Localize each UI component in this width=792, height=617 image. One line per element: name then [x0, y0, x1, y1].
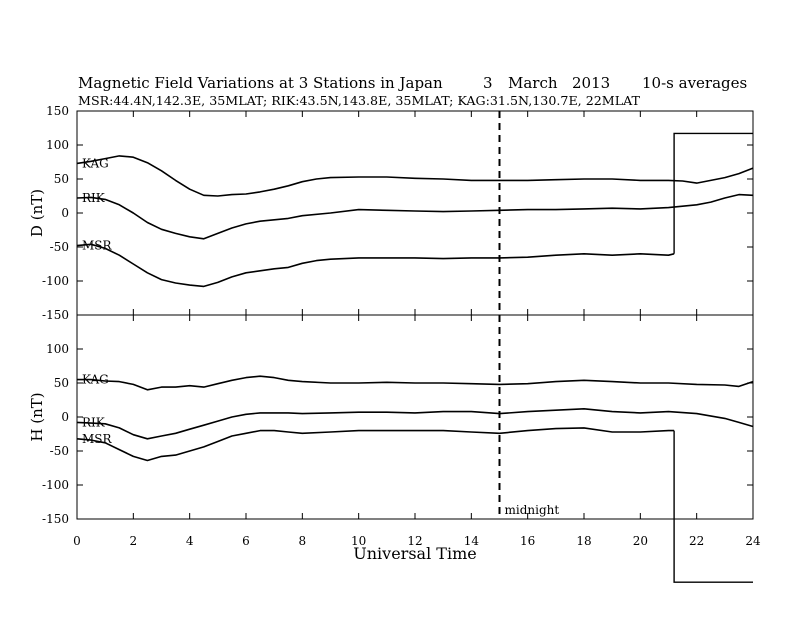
x-tick-label: 4: [186, 534, 194, 548]
y-tick-label: 100: [46, 342, 69, 356]
y-axis-label: D (nT): [28, 189, 46, 237]
panel-frame: [76, 314, 754, 520]
y-tick-label: 150: [46, 104, 69, 118]
y-axis-label: H (nT): [28, 392, 46, 441]
y-tick-label: -50: [50, 240, 69, 254]
x-axis-label: Universal Time: [353, 544, 476, 563]
series-label-kag: KAG: [82, 156, 109, 170]
y-tick-label: 50: [54, 172, 69, 186]
panel-h: -150 -100 -50 0 50 100 H (nT) KAG RIK MSR: [28, 314, 754, 526]
midnight-label: midnight: [505, 503, 560, 517]
y-tick-label: 50: [54, 376, 69, 390]
x-tick-label: 22: [689, 534, 704, 548]
x-tick-label: 10: [351, 534, 366, 548]
x-tick-label: 16: [520, 534, 535, 548]
title-month: March: [508, 74, 558, 92]
series-label-msr: MSR: [82, 239, 113, 253]
series-label-msr: MSR: [82, 432, 113, 446]
x-tick-label: 24: [745, 534, 761, 548]
x-tick-label: 20: [633, 534, 648, 548]
y-tick-label: -50: [50, 444, 69, 458]
y-tick-label: -100: [42, 478, 69, 492]
title-averages: 10-s averages: [642, 74, 747, 92]
series-line-msr: [76, 243, 675, 288]
station-info: MSR:44.4N,142.3E, 35MLAT; RIK:43.5N,143.…: [78, 94, 640, 108]
y-tick-label: 0: [61, 410, 69, 424]
baseline-step-line: [673, 430, 753, 583]
baseline-step-line: [673, 132, 753, 254]
y-tick-label: -150: [42, 308, 69, 322]
series-label-kag: KAG: [82, 373, 109, 387]
x-tick-label: 0: [73, 534, 81, 548]
title-year: 2013: [572, 74, 610, 92]
x-tick-label: 8: [299, 534, 307, 548]
series-line-rik: [76, 193, 754, 240]
series-line-kag: [77, 375, 754, 391]
x-tick-label: 12: [407, 534, 422, 548]
series-label-rik: RIK: [82, 191, 106, 205]
panel-d: -150 -100 -50 0 50 100 150 D (nT) KAG RIK MSR: [28, 104, 754, 322]
panel-frame: [76, 110, 754, 316]
series-label-rik: RIK: [82, 415, 106, 429]
series-line-rik: [76, 407, 754, 440]
y-tick-label: -100: [42, 274, 69, 288]
x-tick-label: 14: [464, 534, 480, 548]
series-line-msr: [76, 427, 675, 462]
series-line-kag: [76, 155, 754, 197]
chart-title: Magnetic Field Variations at 3 Stations …: [78, 74, 443, 92]
title-day: 3: [483, 74, 493, 92]
y-tick-label: 100: [46, 138, 69, 152]
y-tick-label: -150: [42, 512, 69, 526]
x-tick-label: 2: [130, 534, 138, 548]
y-tick-label: 0: [61, 206, 69, 220]
x-tick-label: 6: [242, 534, 250, 548]
x-tick-label: 18: [576, 534, 591, 548]
